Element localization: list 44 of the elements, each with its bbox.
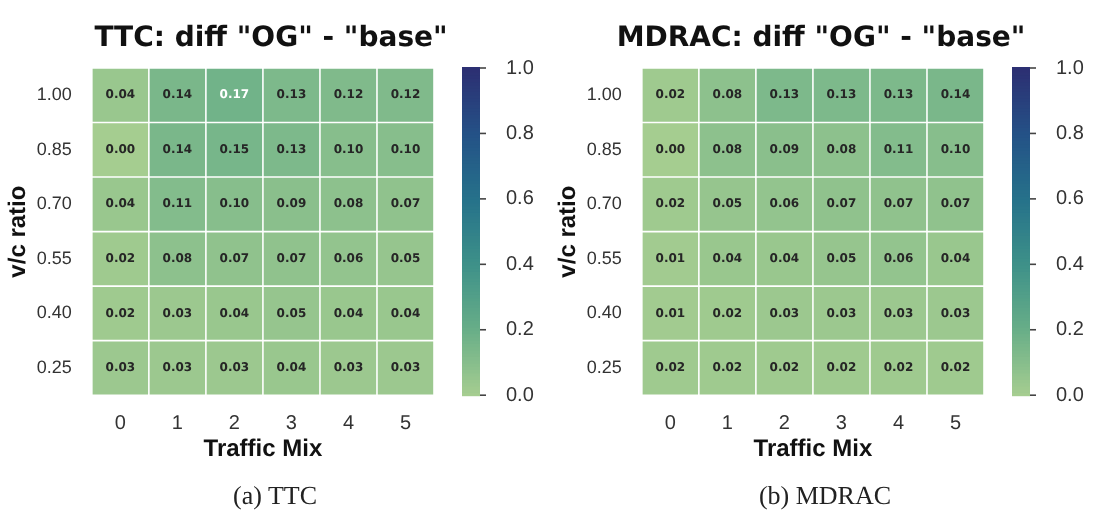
- y-tick-label: 0.55: [36, 247, 72, 268]
- color-bar-label: 0.8: [506, 122, 535, 145]
- color-bar-label: 0.4: [1056, 253, 1085, 276]
- color-bar-label: 0.4: [506, 253, 535, 276]
- y-tick-label: 0.55: [586, 247, 622, 268]
- x-tick-label: 5: [399, 412, 412, 435]
- y-axis-title: v/c ratio: [553, 185, 582, 278]
- x-tick-label: 1: [171, 412, 184, 435]
- x-tick-label: 4: [342, 412, 355, 435]
- color-bar-label: 1.0: [506, 57, 535, 80]
- x-tick-label: 4: [892, 412, 905, 435]
- x-axis-title: Traffic Mix: [203, 434, 323, 463]
- x-tick-label: 0: [664, 412, 677, 435]
- color-bar-label: 0.6: [506, 188, 535, 211]
- x-tick-label: 3: [835, 412, 848, 435]
- x-tick-label: 5: [949, 412, 962, 435]
- x-tick-label: 0: [114, 412, 127, 435]
- color-bar-label: 0.2: [506, 319, 535, 342]
- y-tick-label: 0.70: [36, 193, 72, 214]
- text: (b) MDRAC: [756, 480, 894, 512]
- color-bar-label: 0.2: [1056, 319, 1085, 342]
- y-tick-label: 1.00: [36, 84, 72, 105]
- x-tick-label: 2: [228, 412, 241, 435]
- x-tick-label: 3: [285, 412, 298, 435]
- y-tick-label: 0.40: [36, 302, 72, 323]
- color-bar-label: 0.0: [506, 384, 535, 407]
- y-tick-label: 0.85: [586, 138, 622, 159]
- chart-title: MDRAC: diff "OG" - "base": [616, 22, 1026, 55]
- y-tick-label: 0.25: [36, 356, 72, 377]
- y-tick-label: 0.25: [586, 356, 622, 377]
- y-tick-label: 0.70: [586, 193, 622, 214]
- color-bar-label: 0.6: [1056, 188, 1085, 211]
- x-tick-label: 1: [721, 412, 734, 435]
- y-tick-label: 0.85: [36, 138, 72, 159]
- x-axis-title: Traffic Mix: [753, 434, 873, 463]
- y-tick-label: 1.00: [586, 84, 622, 105]
- text: (a) TTC: [231, 480, 319, 512]
- color-bar-label: 0.8: [1056, 122, 1085, 145]
- color-bar-label: 1.0: [1056, 57, 1085, 80]
- x-tick-label: 2: [778, 412, 791, 435]
- chart-title: TTC: diff "OG" - "base": [94, 22, 448, 55]
- y-axis-title: v/c ratio: [3, 185, 32, 278]
- color-bar-label: 0.0: [1056, 384, 1085, 407]
- y-tick-label: 0.40: [586, 302, 622, 323]
